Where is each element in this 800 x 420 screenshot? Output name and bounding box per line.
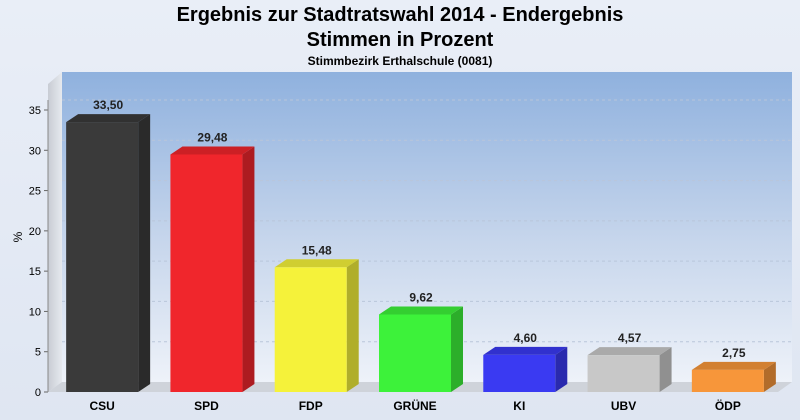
bar-top [587, 347, 672, 356]
y-tick-label: 15 [29, 266, 41, 278]
bar-top [379, 306, 463, 315]
bar-front [170, 154, 243, 392]
bar-side [346, 259, 359, 392]
x-tick-label: KI [513, 399, 525, 413]
x-tick-label: SPD [194, 399, 219, 413]
bar-front [274, 267, 347, 392]
data-label: 4,57 [618, 331, 642, 345]
bar-side [451, 306, 463, 392]
bar-front [691, 369, 764, 392]
y-tick-label: 0 [35, 387, 41, 399]
bar-front [483, 354, 556, 392]
bar-side [659, 347, 672, 392]
x-tick-label: GRÜNE [393, 398, 436, 413]
y-tick-label: 5 [35, 347, 41, 359]
bar-ki [483, 346, 568, 392]
y-tick-label: 20 [29, 226, 41, 238]
y-tick-label: 35 [29, 105, 41, 117]
chart-district-label: Stimmbezirk Erthalschule (0081) [307, 54, 493, 68]
plot-side-wall [48, 72, 62, 392]
data-label: 2,75 [722, 346, 746, 360]
data-label: 15,48 [302, 243, 332, 257]
bar-grüne [379, 306, 463, 392]
bar-spd [170, 146, 255, 392]
data-label: 9,62 [409, 290, 433, 304]
x-tick-label: FDP [299, 399, 323, 413]
chart-subtitle: Stimmen in Prozent [306, 29, 494, 51]
bar-top [483, 346, 568, 355]
bar-side [138, 114, 151, 392]
data-label: 29,48 [197, 130, 227, 144]
bar-side [763, 361, 776, 392]
x-tick-label: ÖDP [715, 398, 741, 413]
bar-side [242, 146, 255, 392]
bar-ubv [587, 347, 672, 392]
y-tick-label: 10 [29, 306, 41, 318]
y-tick-label: 25 [29, 186, 41, 198]
bar-front [379, 314, 451, 392]
y-axis-label: % [11, 231, 25, 242]
bar-ödp [691, 361, 776, 392]
bar-front [587, 355, 660, 392]
bar-side [555, 346, 568, 392]
bar-top [691, 361, 776, 370]
bar-top [274, 259, 359, 268]
y-tick-label: 30 [29, 145, 41, 157]
chart-title: Ergebnis zur Stadtratswahl 2014 - Enderg… [176, 4, 624, 26]
x-tick-label: UBV [611, 399, 636, 413]
x-tick-label: CSU [89, 399, 114, 413]
bar-top [66, 114, 151, 123]
data-label: 33,50 [93, 98, 123, 112]
bar-top [170, 146, 255, 155]
data-label: 4,60 [514, 331, 538, 345]
bar-fdp [274, 259, 359, 392]
bar-front [66, 122, 139, 392]
bar-csu [66, 114, 151, 392]
